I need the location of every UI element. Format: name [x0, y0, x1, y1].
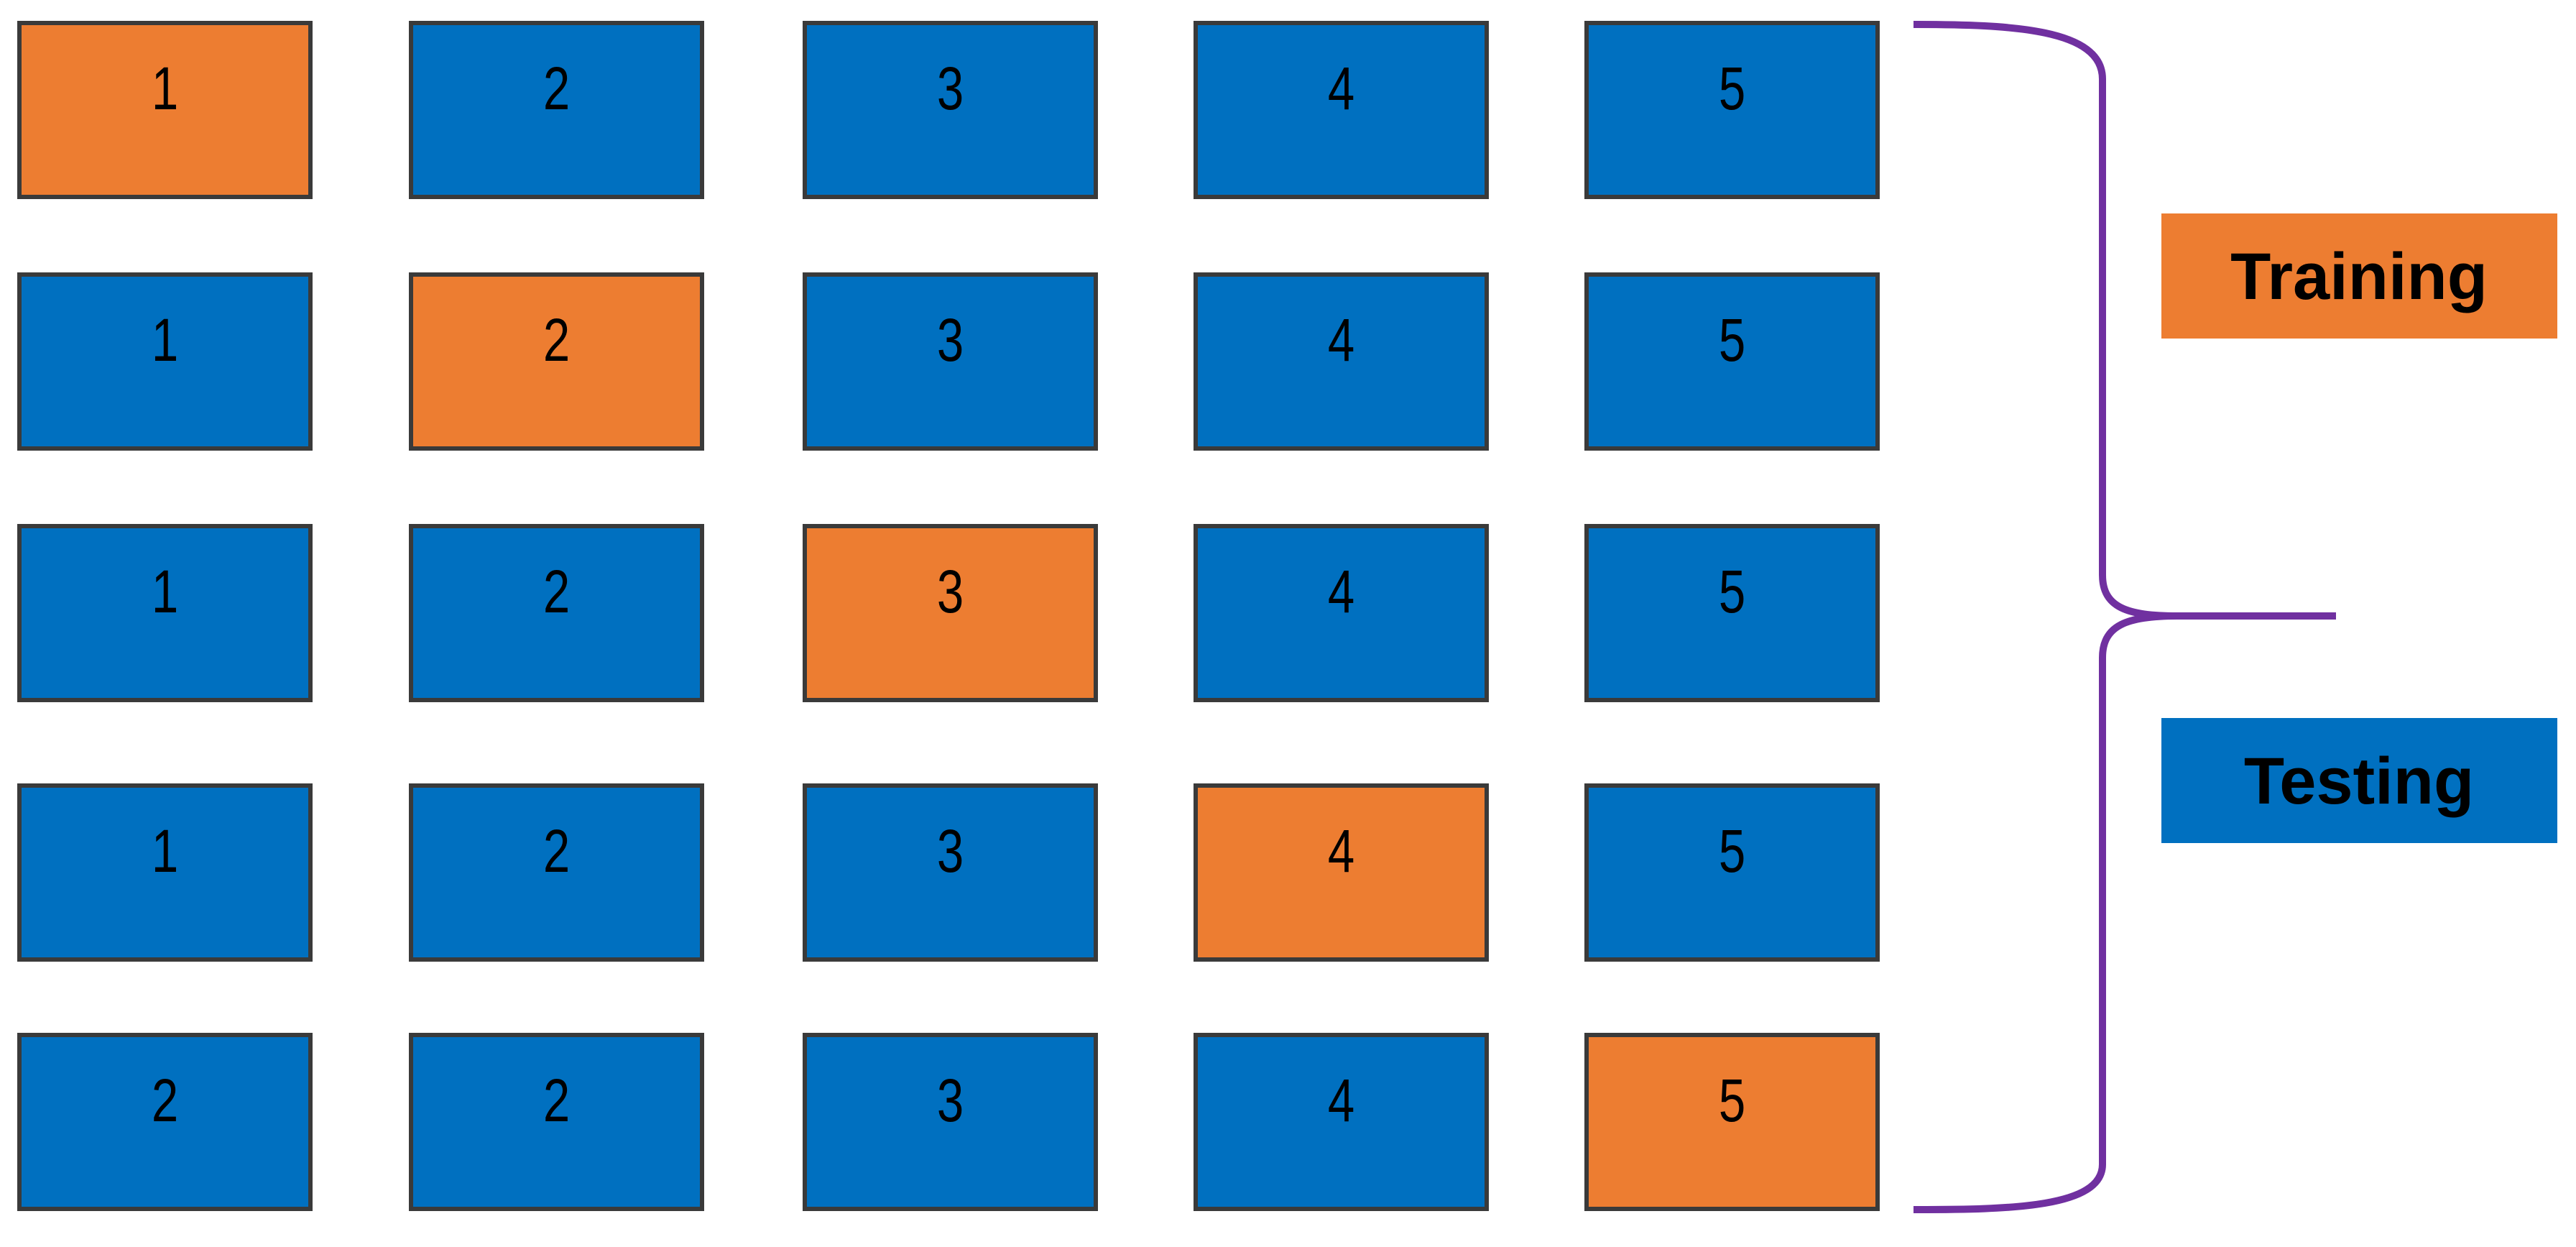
- fold-cell-box-testing: [803, 1033, 1098, 1211]
- fold-cell-label: 1: [152, 55, 178, 123]
- fold-cell-label: 2: [543, 307, 570, 374]
- curly-brace: [1913, 21, 2336, 1213]
- fold-cell-label: 4: [1328, 55, 1354, 123]
- fold-cell-label: 1: [152, 818, 178, 885]
- fold-cell-label: 3: [937, 1067, 964, 1135]
- legend-testing: Testing: [2161, 718, 2557, 843]
- fold-cell-box-testing: [409, 21, 704, 199]
- fold-cell-box-testing: [409, 524, 704, 702]
- fold-cell-box-testing: [17, 272, 313, 451]
- legend-training-label: Training: [2230, 240, 2488, 313]
- fold-cell: 2: [409, 524, 704, 702]
- legend-training-box: [2161, 213, 2557, 339]
- fold-cell: 2: [409, 21, 704, 199]
- fold-cell-box-training: [17, 21, 313, 199]
- fold-cell-label: 5: [1719, 1067, 1745, 1135]
- fold-cell-label: 2: [543, 1067, 570, 1135]
- fold-cell-label: 3: [937, 818, 964, 885]
- fold-cell: 3: [803, 272, 1098, 451]
- fold-cell-box-testing: [17, 524, 313, 702]
- fold-cell: 1: [17, 272, 313, 451]
- fold-cell-label: 5: [1719, 55, 1745, 123]
- fold-cell-label: 4: [1328, 1067, 1354, 1135]
- fold-cell-label: 2: [152, 1067, 178, 1135]
- fold-cell-label: 1: [152, 307, 178, 374]
- fold-cell-box-testing: [1194, 272, 1489, 451]
- fold-cell: 4: [1194, 524, 1489, 702]
- fold-cell: 1: [17, 21, 313, 199]
- fold-cell-label: 3: [937, 307, 964, 374]
- fold-cell-box-testing: [1194, 21, 1489, 199]
- fold-cell-box-testing: [1194, 524, 1489, 702]
- fold-cell: 5: [1584, 21, 1880, 199]
- fold-cell-box-testing: [803, 783, 1098, 962]
- fold-cell: 3: [803, 1033, 1098, 1211]
- fold-cell-box-training: [1194, 783, 1489, 962]
- fold-cell-label: 4: [1328, 307, 1354, 374]
- fold-cell: 2: [409, 783, 704, 962]
- legend-testing-box: [2161, 718, 2557, 843]
- fold-cell-box-testing: [1584, 21, 1880, 199]
- fold-cell-box-testing: [17, 783, 313, 962]
- fold-cell: 3: [803, 21, 1098, 199]
- fold-cell-label: 2: [543, 55, 570, 123]
- fold-cell-box-training: [1584, 1033, 1880, 1211]
- fold-cell: 2: [409, 272, 704, 451]
- fold-cell: 2: [17, 1033, 313, 1211]
- fold-cell: 5: [1584, 1033, 1880, 1211]
- legend-testing-label: Testing: [2244, 745, 2474, 818]
- fold-cell-label: 3: [937, 55, 964, 123]
- fold-cell: 4: [1194, 1033, 1489, 1211]
- fold-cell-label: 5: [1719, 558, 1745, 626]
- fold-cell-label: 4: [1328, 558, 1354, 626]
- fold-cell-label: 4: [1328, 818, 1354, 885]
- fold-cell-box-testing: [409, 1033, 704, 1211]
- fold-cell-box-testing: [1584, 272, 1880, 451]
- fold-cell-label: 5: [1719, 307, 1745, 374]
- fold-cell: 4: [1194, 21, 1489, 199]
- fold-cell-box-testing: [803, 272, 1098, 451]
- fold-cell-box-testing: [803, 21, 1098, 199]
- fold-cell-box-testing: [1584, 783, 1880, 962]
- legend-training: Training: [2161, 213, 2557, 339]
- fold-cell: 3: [803, 524, 1098, 702]
- fold-cell: 5: [1584, 524, 1880, 702]
- fold-cell: 2: [409, 1033, 704, 1211]
- fold-cell: 4: [1194, 783, 1489, 962]
- fold-cell-label: 3: [937, 558, 964, 626]
- fold-cell-box-testing: [1584, 524, 1880, 702]
- fold-cell-label: 2: [543, 818, 570, 885]
- fold-cell-box-testing: [17, 1033, 313, 1211]
- fold-cell: 1: [17, 524, 313, 702]
- fold-cell: 5: [1584, 272, 1880, 451]
- fold-cell: 3: [803, 783, 1098, 962]
- fold-cell: 1: [17, 783, 313, 962]
- fold-cell-box-training: [409, 272, 704, 451]
- fold-cell-box-testing: [409, 783, 704, 962]
- fold-cell: 4: [1194, 272, 1489, 451]
- fold-grid: 1 2 3 4 5 1 2 3 4 5 1 2 3 4 5 1 2 3 4 5 2 2 3 4 5: [17, 21, 1880, 1211]
- fold-cell-box-training: [803, 524, 1098, 702]
- fold-cell: 5: [1584, 783, 1880, 962]
- fold-cell-label: 2: [543, 558, 570, 626]
- fold-cell-label: 5: [1719, 818, 1745, 885]
- fold-cell-label: 1: [152, 558, 178, 626]
- fold-cell-box-testing: [1194, 1033, 1489, 1211]
